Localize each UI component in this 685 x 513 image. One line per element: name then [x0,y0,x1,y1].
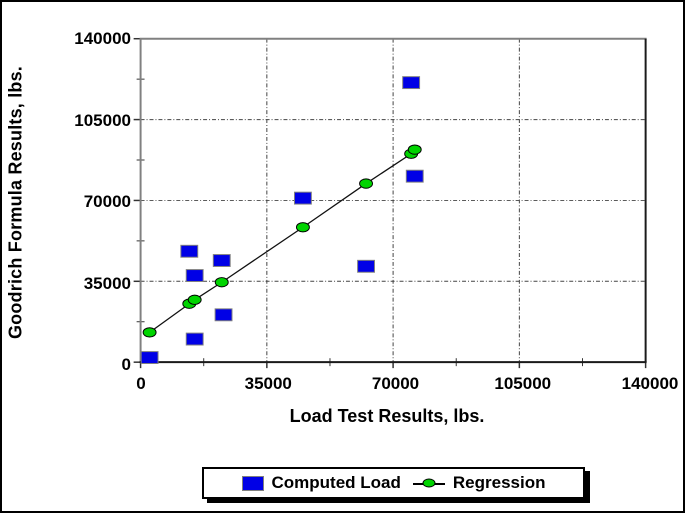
data-point-computed-load [293,191,312,205]
legend: Computed Load Regression [202,467,585,499]
data-point-regression [359,178,373,189]
data-point-regression [187,294,202,305]
data-point-computed-load [180,244,199,258]
regression-dot [422,478,436,488]
data-point-computed-load [402,76,421,90]
x-tick-label: 70000 [371,374,420,393]
x-tick-label: 35000 [244,374,292,393]
data-point-computed-load [185,332,204,346]
x-axis-title: Load Test Results, lbs. [289,406,485,426]
y-tick-label: 0 [121,355,131,374]
data-point-regression [407,144,422,155]
data-point-regression [214,277,229,288]
y-tick-label: 70000 [83,192,131,211]
y-tick-label: 105000 [74,110,131,130]
y-tick-label: 140000 [74,29,131,48]
data-point-computed-load [357,259,375,273]
computed-load-square-marker-icon [241,475,264,491]
x-tick-label: 105000 [494,374,552,393]
data-point-computed-load [214,308,233,322]
data-point-computed-load [185,269,204,282]
legend-label-regression: Regression [452,473,546,492]
data-point-regression [295,222,310,233]
data-point-computed-load [212,254,231,267]
x-tick-label: 0 [136,374,146,393]
data-point-computed-load [405,169,424,183]
data-point-computed-load [140,351,159,364]
data-point-regression [142,327,157,338]
regression-line-marker-icon [412,477,445,490]
legend-item-computed-load: Computed Load [241,473,401,493]
legend-item-regression: Regression [412,473,546,493]
legend-label-computed-load: Computed Load [271,473,401,492]
y-tick-label: 35000 [83,273,131,293]
x-tick-label: 140000 [621,374,679,393]
